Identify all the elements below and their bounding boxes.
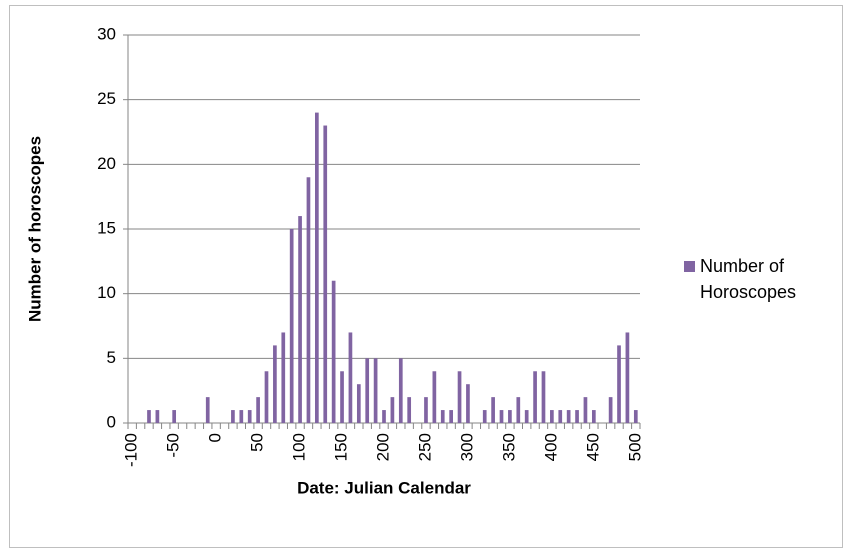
x-tick-label: 150 [332,433,351,461]
bar [390,397,395,423]
x-tick-label: -100 [122,433,141,467]
bar [382,410,386,423]
y-tick-label: 0 [107,412,116,431]
bar [231,410,235,423]
bar [558,410,563,423]
y-tick-label: 5 [107,348,116,367]
x-tick-label: 200 [373,433,392,461]
y-tick-label: 15 [97,218,116,237]
bar [264,371,269,423]
legend-swatch [684,261,695,272]
bar [524,410,529,423]
bar [440,410,445,423]
x-tick-label: 450 [583,433,602,461]
bar [449,410,453,423]
x-tick-label: 50 [248,433,267,452]
chart-border [9,5,843,548]
bar [591,410,596,423]
bar [550,410,554,423]
bar [356,384,361,423]
bar [331,280,336,423]
bar [323,125,328,424]
bar [533,371,537,423]
bar [289,229,294,423]
bar [306,177,311,423]
bar [147,410,151,423]
x-tick-label: 350 [499,433,518,461]
bar [491,397,495,423]
bar [625,332,630,423]
y-tick-label: 20 [97,154,116,173]
x-tick-label: -50 [164,433,183,458]
x-tick-label: 400 [541,433,560,461]
y-tick-label: 10 [97,283,116,302]
bar [583,397,588,423]
bar [172,410,177,423]
bar [499,410,504,423]
x-tick-label: 250 [415,433,434,461]
bar [516,397,521,423]
x-tick-label: 500 [625,433,644,461]
x-tick-label: 300 [457,433,476,461]
bar [466,384,470,423]
bar [340,371,344,423]
bar [155,410,160,423]
bar [205,397,210,423]
y-tick-label: 30 [97,24,116,43]
bar [256,397,260,423]
bar [365,358,370,423]
bar [239,410,244,423]
bar [373,358,378,423]
y-tick-label: 25 [97,89,116,108]
x-axis-title: Date: Julian Calendar [297,478,471,497]
bar [508,410,512,423]
bar [633,410,638,423]
bar [315,112,319,423]
bar [608,397,613,423]
bar [281,332,286,423]
bar [541,371,546,423]
bar [617,345,621,423]
legend-label: Number of Horoscopes [700,256,797,302]
bar [273,345,277,423]
bar [348,332,353,423]
bar [432,371,437,423]
bar [407,397,412,423]
bar [247,410,252,423]
bar [398,358,403,423]
bar [482,410,487,423]
bar [298,216,302,423]
x-tick-label: 0 [206,433,225,442]
bar [457,371,462,423]
bar [575,410,579,423]
y-axis-title: Number of horoscopes [25,136,44,322]
bar [566,410,571,423]
bar [424,397,428,423]
x-tick-label: 100 [290,433,309,461]
